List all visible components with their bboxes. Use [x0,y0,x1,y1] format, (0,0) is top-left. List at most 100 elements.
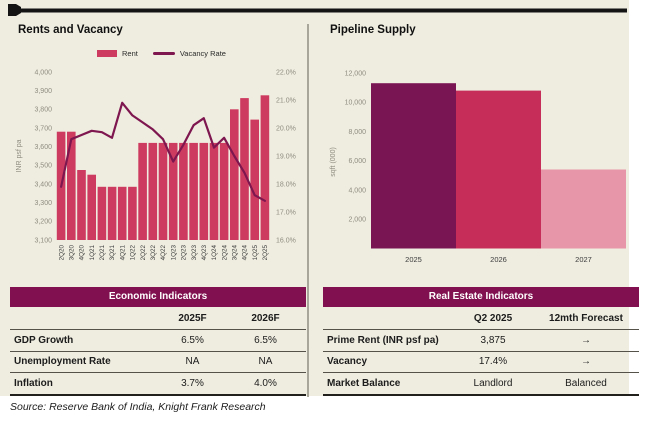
rents-vacancy-title: Rents and Vacancy [18,24,123,36]
left-axis-tick-label: 3,200 [34,219,52,226]
column-header-2025f: 2025F [178,312,207,324]
x-axis-quarter-label: 1Q25 [252,245,259,261]
real-estate-table-header: Real Estate Indicators [323,287,639,307]
rent-bar [199,142,209,240]
table-row: Inflation 3.7% 4.0% [10,372,306,394]
row-value: 6.5% [181,334,204,346]
x-axis-quarter-label: 1Q22 [130,245,137,261]
pipeline-y-axis-label: sqft (000) [330,147,337,177]
left-axis-tick-label: 4,000 [34,69,52,76]
rent-bar [158,142,168,240]
left-axis-tick-label: 3,700 [34,125,52,132]
x-axis-quarter-label: 3Q23 [191,245,198,261]
row-value: 3,875 [480,334,506,346]
pipeline-axis-tick-label: 10,000 [345,100,367,107]
pipeline-axis-tick-label: 12,000 [345,70,367,77]
x-axis-quarter-label: 4Q21 [119,245,126,261]
x-axis-quarter-label: 1Q23 [170,245,177,261]
vacancy-legend-label: Vacancy Rate [179,49,226,58]
left-axis-tick-label: 3,500 [34,163,52,170]
row-value: 4.0% [254,377,277,389]
vacancy-legend-swatch-icon [152,51,175,56]
rent-bar [97,186,107,240]
row-value: NA [258,356,273,368]
table-row: Vacancy 17.4% → [323,350,639,373]
top-rule [8,4,627,16]
rent-legend-label: Rent [122,49,138,58]
rule-line [14,8,627,13]
pipeline-axis-tick-label: 6,000 [348,158,366,165]
row-value: Landlord [473,377,513,389]
right-axis-tick-label: 16.0% [276,237,296,244]
right-axis-tick-label: 21.0% [276,97,296,104]
x-axis-quarter-label: 3Q21 [109,245,116,261]
rent-bar [87,174,96,240]
real-estate-indicators-table: Real Estate Indicators Q2 2025 12mth For… [323,287,639,396]
left-y-axis-label: INR psf pa [16,139,23,172]
left-axis-tick-label: 3,300 [34,200,52,207]
x-axis-quarter-label: 2Q22 [140,245,147,261]
row-value: NA [185,356,200,368]
row-value: 6.5% [254,334,277,346]
vacancy-rate-line [59,101,266,202]
column-header-q2-2025: Q2 2025 [473,312,513,324]
row-label: Vacancy [327,356,368,368]
left-axis-tick-label: 3,400 [34,181,52,188]
pipeline-bar-2027 [541,169,626,249]
x-axis-quarter-label: 4Q22 [160,245,167,261]
left-axis-tick-label: 3,800 [34,107,52,114]
row-label: Market Balance [327,377,401,389]
rent-bar [168,142,178,240]
x-axis-quarter-label: 3Q24 [232,245,239,261]
row-value: → [581,356,591,368]
left-axis-tick-label: 3,600 [34,144,52,151]
rent-bar [128,186,137,240]
x-axis-quarter-label: 2Q24 [221,245,228,261]
rent-bar [189,142,198,240]
rent-bar [67,131,76,240]
pipeline-year-label: 2025 [405,255,422,264]
pipeline-year-label: 2027 [575,255,592,264]
x-axis-quarter-label: 2Q23 [181,245,188,261]
right-axis-tick-label: 22.0% [276,69,296,76]
rent-bar [209,142,219,240]
rents-chart-legend: Rent Vacancy Rate [97,49,226,58]
row-value: → [581,334,591,346]
real-estate-column-header-row: Q2 2025 12mth Forecast [323,307,639,329]
pipeline-supply-chart: 2,000 4,000 6,000 8,000 10,000 12,000 sqft (00… [330,70,626,264]
x-axis-quarter-label: 2Q20 [58,245,65,261]
row-label: GDP Growth [14,334,74,346]
x-axis-quarter-label: 2Q21 [99,245,106,261]
row-value: Balanced [565,377,607,389]
table-row: Prime Rent (INR psf pa) 3,875 → [323,329,639,351]
x-axis-quarter-label: 3Q22 [150,245,157,261]
rent-bar [219,142,229,240]
rent-bar [148,142,158,240]
rent-bar [138,142,147,240]
rent-bar [77,170,86,240]
column-header-2026f: 2026F [251,312,280,324]
rent-bar [260,95,270,240]
x-axis-quarter-label: 1Q21 [89,245,96,261]
pipeline-bar-2026 [456,90,541,249]
right-axis-tick-label: 19.0% [276,153,296,160]
source-note: Source: Reserve Bank of India, Knight Fr… [10,401,266,413]
row-value: 17.4% [478,356,508,368]
pipeline-bar-2025 [371,83,456,249]
right-axis-tick-label: 18.0% [276,181,296,188]
rent-bar [230,109,239,240]
row-value: 3.7% [181,377,204,389]
left-axis-tick-label: 3,900 [34,88,52,95]
row-label: Prime Rent (INR psf pa) [327,334,439,346]
table-row: Market Balance Landlord Balanced [323,372,639,394]
right-axis-tick-label: 20.0% [276,125,296,132]
column-header-12mth-forecast: 12mth Forecast [549,312,623,324]
rent-legend-swatch-icon [97,50,117,57]
rent-bar [107,186,117,240]
rent-bar [250,119,259,240]
pipeline-axis-tick-label: 8,000 [348,129,366,136]
pipeline-axis-tick-label: 4,000 [348,187,366,194]
right-axis-tick-label: 17.0% [276,209,296,216]
economic-column-header-row: 2025F 2026F [10,307,306,329]
x-axis-quarter-label: 4Q20 [79,245,86,261]
